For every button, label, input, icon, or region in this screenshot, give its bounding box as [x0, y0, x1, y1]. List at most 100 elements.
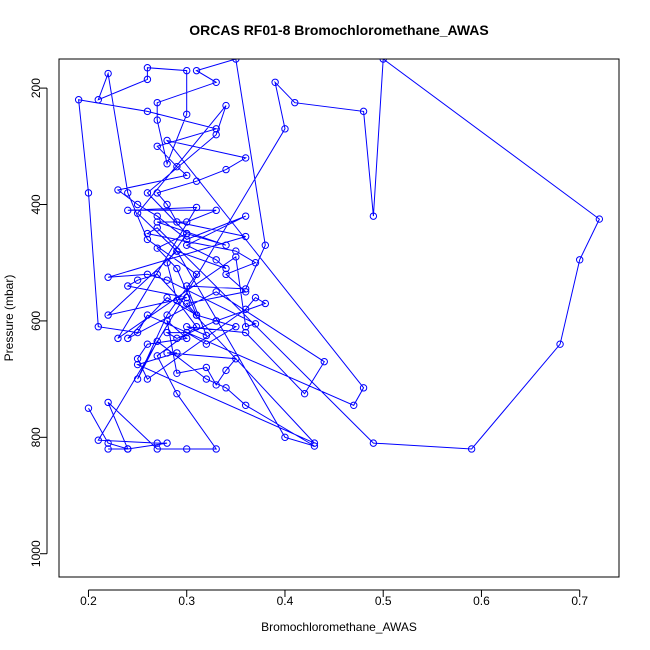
data-point	[153, 98, 161, 107]
data-point	[202, 363, 211, 372]
data-point	[232, 253, 240, 261]
data-point	[202, 331, 211, 340]
data-point	[359, 107, 368, 116]
data-point	[173, 264, 181, 273]
series-group	[74, 59, 604, 453]
data-point	[114, 186, 122, 194]
data-point	[153, 189, 161, 197]
data-point	[173, 349, 181, 357]
data-point	[241, 212, 250, 220]
data-point	[183, 445, 191, 453]
data-point	[241, 305, 250, 313]
data-point	[212, 125, 220, 133]
data-point	[212, 130, 220, 139]
data-point	[153, 218, 161, 226]
data-point	[143, 311, 152, 319]
data-point	[251, 259, 260, 267]
data-point	[183, 66, 191, 75]
data-point	[124, 334, 132, 343]
x-tick-label: 0.5	[375, 594, 392, 608]
data-point	[241, 285, 250, 293]
data-point	[261, 299, 270, 308]
data-point	[183, 171, 191, 180]
data-point	[173, 389, 181, 398]
data-point	[192, 311, 201, 319]
data-point	[104, 311, 112, 319]
data-point	[163, 276, 171, 284]
data-point	[163, 317, 171, 325]
data-point	[310, 442, 319, 450]
data-point	[212, 78, 220, 86]
data-point	[183, 323, 191, 331]
data-point	[143, 340, 152, 348]
data-point	[222, 384, 230, 392]
data-point	[163, 439, 171, 447]
y-axis: 200 400 600 800 1000	[29, 78, 48, 567]
data-point	[241, 232, 250, 241]
data-point	[143, 270, 152, 279]
data-point	[143, 189, 152, 197]
data-point	[94, 323, 102, 331]
data-point	[104, 69, 112, 78]
data-point	[183, 218, 191, 226]
data-point	[173, 218, 181, 226]
data-point	[163, 136, 171, 145]
data-point	[163, 259, 171, 267]
data-point	[595, 215, 604, 223]
data-point	[133, 276, 142, 284]
data-point	[192, 323, 201, 331]
y-tick-label: 600	[29, 311, 43, 331]
data-point	[232, 247, 240, 255]
data-point	[173, 247, 181, 255]
data-point	[163, 293, 171, 302]
data-point	[163, 349, 171, 357]
y-tick-label: 1000	[29, 540, 43, 567]
series-line	[78, 59, 601, 450]
data-point	[192, 270, 201, 279]
data-point	[467, 445, 476, 453]
data-point	[183, 235, 191, 244]
data-point	[153, 439, 161, 447]
data-point	[222, 270, 230, 279]
x-tick-label: 0.4	[277, 594, 294, 608]
data-point	[153, 244, 161, 252]
y-tick-label: 400	[29, 194, 43, 214]
data-point	[133, 360, 142, 369]
data-point	[163, 311, 171, 319]
data-point	[212, 256, 220, 264]
data-point	[143, 229, 152, 238]
data-point	[183, 299, 191, 308]
data-point	[124, 206, 132, 215]
data-point	[222, 241, 230, 249]
data-point	[173, 334, 181, 343]
data-point	[192, 203, 201, 212]
data-point	[576, 256, 584, 264]
data-point	[183, 110, 191, 118]
data-point	[163, 328, 171, 337]
data-point	[114, 334, 122, 343]
data-point	[163, 200, 171, 209]
data-point	[183, 334, 191, 343]
data-point	[222, 264, 230, 273]
data-point	[74, 96, 83, 104]
chart-title: ORCAS RF01-8 Bromochloromethane_AWAS	[189, 22, 489, 38]
data-point	[133, 328, 142, 337]
data-point	[379, 59, 387, 63]
data-point	[153, 212, 161, 220]
y-tick-label: 200	[29, 78, 43, 98]
y-axis-label: Pressure (mbar)	[2, 275, 16, 362]
data-point	[173, 162, 181, 171]
data-point	[212, 288, 220, 296]
data-point	[241, 323, 250, 331]
data-point	[310, 439, 319, 447]
data-point	[241, 328, 250, 337]
data-point	[84, 189, 93, 197]
data-point	[261, 241, 270, 249]
data-point	[241, 401, 250, 410]
data-point	[133, 355, 142, 363]
data-point	[183, 282, 191, 290]
x-tick-label: 0.6	[473, 594, 490, 608]
data-point	[124, 445, 132, 453]
data-point	[84, 404, 93, 412]
data-point	[359, 384, 368, 392]
